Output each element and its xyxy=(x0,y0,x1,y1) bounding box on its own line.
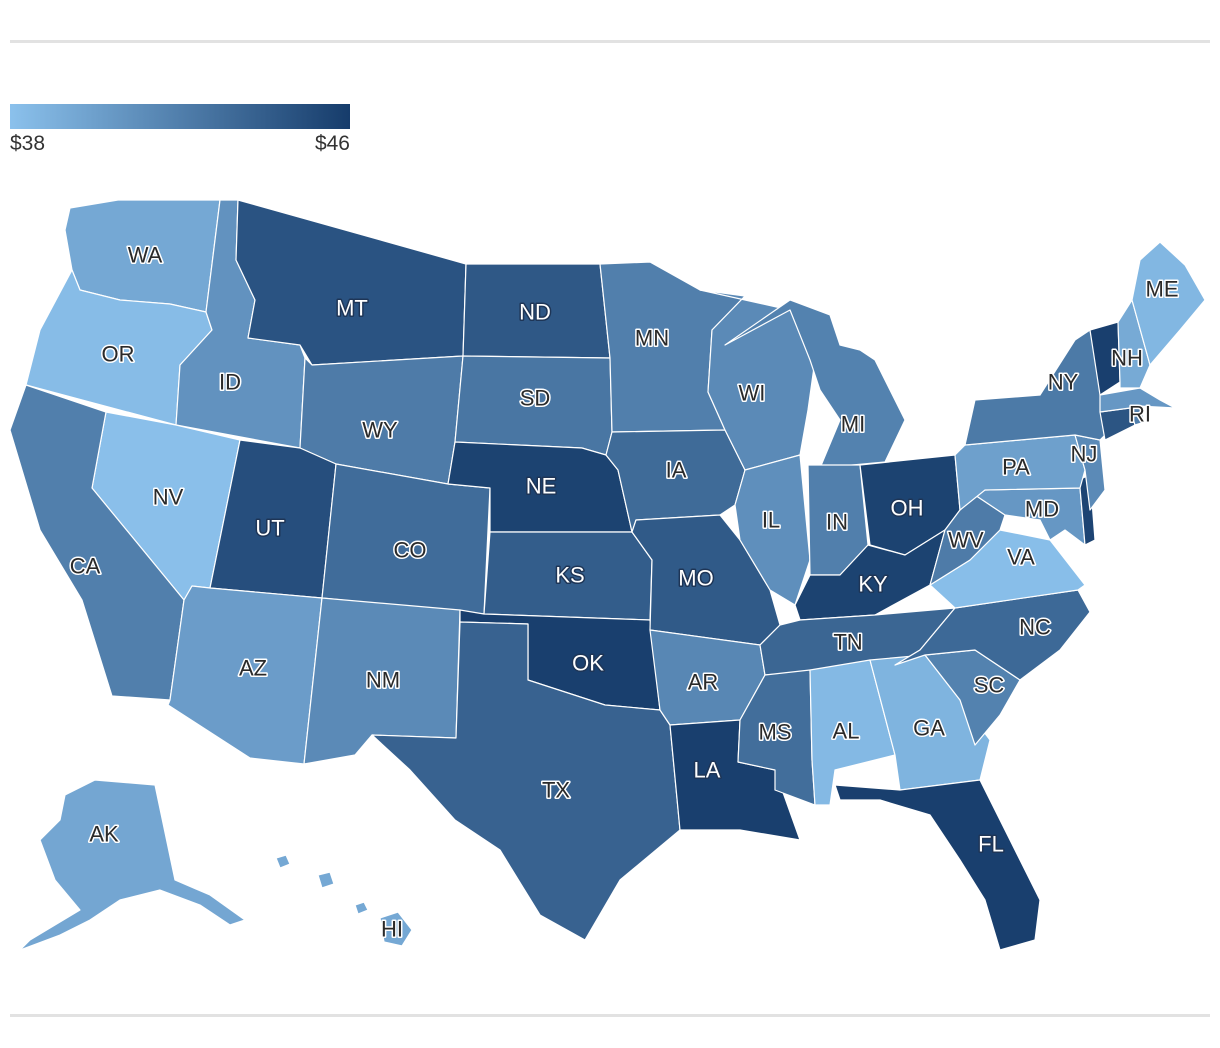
state-label-ut: UT xyxy=(255,516,284,541)
state-label-ne: NE xyxy=(526,474,557,499)
state-label-sd: SD xyxy=(520,386,551,411)
state-label-fl: FL xyxy=(978,832,1004,857)
state-label-oh: OH xyxy=(891,496,924,521)
state-label-wv: WV xyxy=(948,528,984,553)
state-ny[interactable] xyxy=(964,329,1111,446)
legend-max-label: $46 xyxy=(314,132,350,155)
state-label-mo: MO xyxy=(678,566,713,591)
state-label-pa: PA xyxy=(1002,455,1030,480)
state-label-wa: WA xyxy=(128,243,163,268)
state-ma[interactable] xyxy=(1099,387,1176,413)
state-label-ri: RI xyxy=(1129,402,1151,427)
state-shapes xyxy=(9,199,1206,951)
state-label-va: VA xyxy=(1007,545,1035,570)
state-label-nd: ND xyxy=(519,300,551,325)
state-label-id: ID xyxy=(219,370,241,395)
legend-gradient-bar xyxy=(10,104,350,129)
state-label-or: OR xyxy=(102,342,135,367)
state-tx[interactable] xyxy=(371,621,681,941)
state-label-mi: MI xyxy=(841,412,865,437)
legend-labels: $38 $46 xyxy=(10,132,350,158)
state-label-wi: WI xyxy=(739,381,766,406)
state-label-nj: NJ xyxy=(1071,442,1098,467)
state-label-ok: OK xyxy=(572,651,604,676)
state-label-mt: MT xyxy=(336,296,368,321)
state-label-ks: KS xyxy=(555,563,584,588)
state-label-nv: NV xyxy=(153,485,184,510)
state-label-md: MD xyxy=(1025,497,1059,522)
state-hi[interactable] xyxy=(275,854,413,947)
state-il[interactable] xyxy=(734,454,811,606)
legend-min-label: $38 xyxy=(10,132,46,155)
state-me[interactable] xyxy=(1131,241,1206,366)
state-label-ia: IA xyxy=(666,458,687,483)
state-ak[interactable] xyxy=(19,779,246,951)
state-label-nm: NM xyxy=(366,668,400,693)
state-ca[interactable] xyxy=(9,384,185,701)
state-label-tn: TN xyxy=(833,630,862,655)
state-labels: WA OR CA NV ID MT WY UT AZ CO NM ND SD N… xyxy=(68,241,1180,943)
state-label-ny: NY xyxy=(1048,370,1079,395)
top-divider xyxy=(10,40,1210,43)
state-label-me: ME xyxy=(1146,277,1179,302)
state-label-az: AZ xyxy=(239,656,267,681)
state-label-sc: SC xyxy=(974,673,1005,698)
state-co[interactable] xyxy=(321,463,491,615)
state-label-al: AL xyxy=(833,719,860,744)
state-label-wy: WY xyxy=(362,418,398,443)
state-label-hi: HI xyxy=(381,917,403,942)
state-label-ar: AR xyxy=(688,670,719,695)
bottom-divider xyxy=(10,1014,1210,1017)
state-label-mn: MN xyxy=(635,326,669,351)
state-label-ga: GA xyxy=(913,716,945,741)
state-mt[interactable] xyxy=(235,199,467,366)
state-label-la: LA xyxy=(694,758,721,783)
state-label-ca: CA xyxy=(70,554,101,579)
state-label-tx: TX xyxy=(542,778,570,803)
state-label-co: CO xyxy=(394,538,427,563)
state-label-nh: NH xyxy=(1111,346,1143,371)
state-mi[interactable] xyxy=(724,299,906,469)
state-label-il: IL xyxy=(762,508,780,533)
state-label-nc: NC xyxy=(1019,615,1051,640)
state-nc[interactable] xyxy=(894,589,1091,681)
color-legend: $38 $46 xyxy=(10,104,350,158)
state-label-ms: MS xyxy=(759,720,792,745)
state-label-ak: AK xyxy=(89,822,119,847)
state-fl[interactable] xyxy=(834,779,1041,951)
state-label-ky: KY xyxy=(858,572,888,597)
state-label-in: IN xyxy=(826,510,848,535)
